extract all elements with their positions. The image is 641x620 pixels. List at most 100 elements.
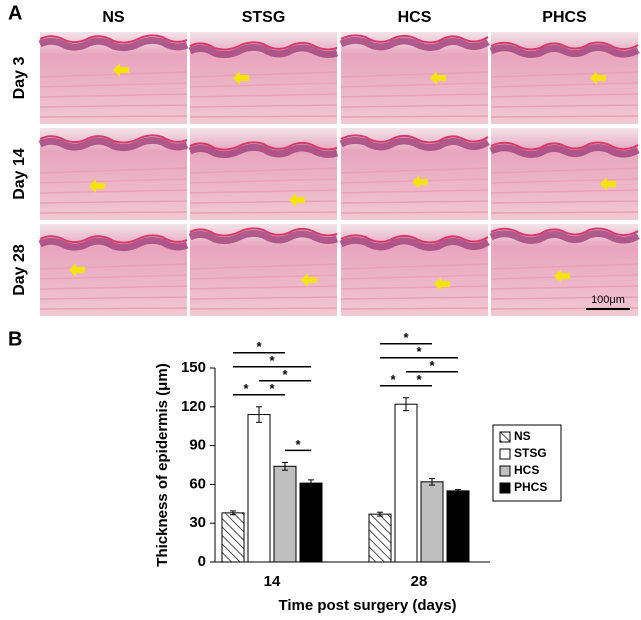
fiber	[340, 296, 489, 300]
stratum-corneum	[189, 141, 338, 151]
stratum-corneum	[490, 41, 639, 51]
arrow	[554, 269, 570, 283]
y-axis-label: Thickness of epidermis (μm)	[154, 363, 171, 566]
fiber	[340, 104, 489, 108]
panel-label: B	[8, 328, 22, 350]
fiber	[340, 200, 489, 204]
fiber	[490, 104, 639, 108]
fiber	[189, 178, 338, 184]
stratum-corneum	[39, 34, 188, 44]
stratum-corneum	[39, 134, 188, 144]
fiber	[490, 71, 639, 78]
bar	[299, 482, 323, 563]
error-bar	[429, 478, 435, 486]
fiber	[340, 115, 489, 118]
fiber	[39, 93, 188, 98]
fiber	[39, 115, 188, 118]
legend-swatch	[499, 482, 511, 494]
fiber	[189, 82, 338, 88]
arrow	[430, 71, 446, 85]
stratum-corneum	[189, 41, 338, 51]
row-label: Day 14	[11, 148, 28, 200]
fiber	[189, 93, 338, 98]
fiber	[39, 104, 188, 108]
stratum-corneum	[340, 34, 489, 44]
bar	[368, 513, 392, 563]
significance-label: *	[269, 381, 275, 396]
significance-label: *	[403, 330, 409, 345]
fiber	[39, 71, 188, 78]
stratum-corneum	[340, 234, 489, 244]
legend-label: HCS	[514, 463, 539, 477]
fiber	[189, 274, 338, 280]
arrow	[233, 71, 249, 85]
column-header: HCS	[398, 9, 432, 26]
arrow	[301, 273, 317, 287]
bar	[221, 512, 245, 563]
bar	[394, 403, 418, 563]
fiber	[490, 189, 639, 194]
error-bar	[377, 511, 383, 517]
fiber	[340, 189, 489, 194]
fiber	[39, 285, 188, 290]
fiber	[39, 263, 188, 270]
fiber	[189, 200, 338, 204]
x-axis-label: Time post surgery (days)	[278, 597, 456, 614]
arrow	[89, 179, 105, 193]
epidermis	[489, 44, 640, 58]
arrow	[590, 71, 606, 85]
stratum-corneum	[340, 134, 489, 144]
legend-label: NS	[514, 429, 531, 443]
fiber	[189, 263, 338, 270]
error-bar	[282, 461, 288, 471]
significance-label: *	[295, 437, 301, 452]
epidermis	[339, 236, 490, 251]
x-tick-label: 14	[264, 573, 281, 590]
fiber	[189, 296, 338, 300]
fiber	[39, 189, 188, 194]
bar	[446, 490, 470, 563]
significance-label: *	[243, 381, 249, 396]
arrow	[289, 193, 305, 207]
fiber	[189, 189, 338, 194]
column-header: PHCS	[542, 9, 587, 26]
panel-label: A	[8, 2, 22, 24]
legend-label: PHCS	[514, 480, 547, 494]
legend-swatch	[499, 431, 511, 443]
stratum-corneum	[39, 234, 188, 244]
bar	[420, 481, 444, 563]
epidermis	[188, 229, 339, 245]
epidermis	[188, 143, 339, 159]
y-tick-label: 0	[198, 553, 206, 570]
fiber	[189, 307, 338, 310]
fiber	[189, 71, 338, 78]
fiber	[340, 274, 489, 280]
fiber	[340, 167, 489, 174]
fiber	[189, 285, 338, 290]
fiber	[39, 296, 188, 300]
arrow	[600, 177, 616, 191]
significance-label: *	[269, 353, 275, 368]
fiber	[39, 307, 188, 310]
significance-label: *	[429, 358, 435, 373]
significance-label: *	[416, 372, 422, 387]
arrow	[69, 263, 85, 277]
y-tick-label: 30	[189, 514, 206, 531]
histology-image	[190, 128, 337, 220]
histology-grid: NS STSG HCS PHCS Day 3 Day 14 Day 28 100μm	[11, 9, 640, 316]
epidermis	[339, 136, 490, 151]
bar	[247, 414, 271, 563]
significance-label: *	[390, 372, 396, 387]
row-label: Day 3	[11, 57, 28, 100]
epidermis	[188, 43, 339, 59]
y-tick-label: 90	[189, 437, 206, 454]
epidermis	[38, 236, 189, 252]
fiber	[340, 263, 489, 270]
y-tick-label: 60	[189, 475, 206, 492]
error-bar	[455, 489, 461, 493]
fiber	[490, 263, 639, 270]
error-bar	[403, 397, 409, 412]
fiber	[340, 93, 489, 98]
